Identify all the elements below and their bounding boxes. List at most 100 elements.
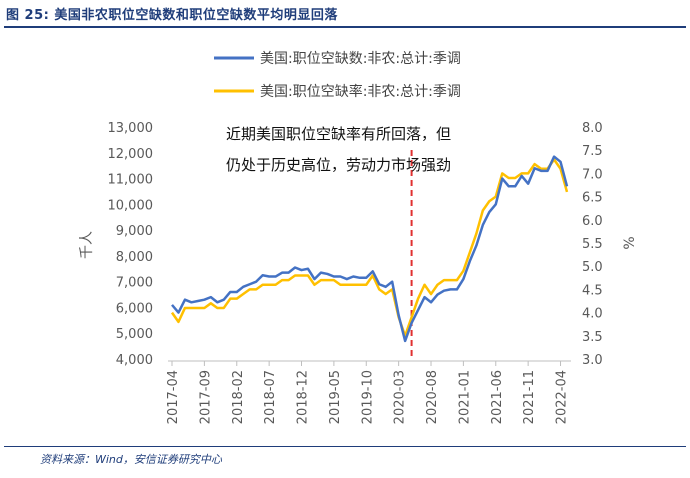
point-openings xyxy=(546,170,548,172)
title-rule xyxy=(4,26,686,28)
point-rate xyxy=(397,316,399,318)
point-rate xyxy=(475,233,477,235)
point-openings xyxy=(443,289,445,291)
x-tick-label: 2021-01 xyxy=(457,370,472,424)
point-openings xyxy=(216,301,218,303)
point-rate xyxy=(443,279,445,281)
point-openings xyxy=(566,185,568,187)
point-openings xyxy=(482,224,484,226)
series-line-rate xyxy=(170,158,569,338)
point-rate xyxy=(430,293,432,295)
point-rate xyxy=(384,293,386,295)
point-rate xyxy=(313,284,315,286)
left-axis-label: 千人 xyxy=(79,231,95,259)
x-tick-label: 2020-08 xyxy=(425,370,440,424)
point-openings xyxy=(508,185,510,187)
point-rate xyxy=(346,284,348,286)
left-tick-label: 11,000 xyxy=(108,173,154,188)
point-rate xyxy=(520,172,522,174)
point-openings xyxy=(313,278,315,280)
point-openings xyxy=(488,211,490,213)
point-rate xyxy=(372,274,374,276)
point-rate xyxy=(449,279,451,281)
point-rate xyxy=(294,274,296,276)
point-openings xyxy=(559,161,561,163)
point-rate xyxy=(190,307,192,309)
point-openings xyxy=(397,314,399,316)
point-openings xyxy=(449,288,451,290)
point-rate xyxy=(320,279,322,281)
point-rate xyxy=(249,288,251,290)
point-rate xyxy=(527,172,529,174)
point-rate xyxy=(404,335,406,337)
left-tick-label: 5,000 xyxy=(116,327,153,342)
left-tick-label: 7,000 xyxy=(116,276,153,291)
point-openings xyxy=(326,273,328,275)
point-openings xyxy=(410,322,412,324)
point-rate xyxy=(333,279,335,281)
point-rate xyxy=(559,168,561,170)
point-openings xyxy=(540,170,542,172)
point-rate xyxy=(326,279,328,281)
point-openings xyxy=(184,299,186,301)
point-rate xyxy=(261,284,263,286)
right-tick-label: 5.5 xyxy=(582,237,603,252)
legend: 美国:职位空缺数:非农:总计:季调 美国:职位空缺率:非农:总计:季调 xyxy=(214,51,461,100)
point-rate xyxy=(216,307,218,309)
point-rate xyxy=(417,297,419,299)
point-openings xyxy=(475,244,477,246)
point-openings xyxy=(430,301,432,303)
point-rate xyxy=(553,158,555,160)
left-tick-label: 13,000 xyxy=(108,121,154,136)
point-openings xyxy=(346,278,348,280)
point-openings xyxy=(287,271,289,273)
point-openings xyxy=(384,286,386,288)
point-rate xyxy=(223,307,225,309)
point-rate xyxy=(469,251,471,253)
point-rate xyxy=(242,293,244,295)
point-openings xyxy=(352,275,354,277)
x-tick-label: 2018-02 xyxy=(231,370,246,424)
point-openings xyxy=(359,277,361,279)
left-tick-label: 12,000 xyxy=(108,147,154,162)
point-rate xyxy=(268,284,270,286)
point-openings xyxy=(462,278,464,280)
point-rate xyxy=(462,270,464,272)
point-rate xyxy=(171,311,173,313)
point-openings xyxy=(391,280,393,282)
point-rate xyxy=(436,284,438,286)
point-openings xyxy=(417,309,419,311)
left-axis-ticks: 13,000 12,000 11,000 10,000 9,000 8,000 7,000 6… xyxy=(108,121,154,368)
x-tick-label: 2020-03 xyxy=(393,370,408,424)
point-openings xyxy=(255,280,257,282)
point-rate xyxy=(184,307,186,309)
point-rate xyxy=(287,279,289,281)
x-tick-label: 2017-04 xyxy=(166,370,181,424)
point-rate xyxy=(177,321,179,323)
point-openings xyxy=(423,296,425,298)
point-openings xyxy=(300,269,302,271)
point-openings xyxy=(274,275,276,277)
point-openings xyxy=(229,291,231,293)
left-tick-label: 8,000 xyxy=(116,250,153,265)
x-tick-label: 2019-10 xyxy=(360,370,375,424)
series-line-openings xyxy=(171,155,569,343)
point-openings xyxy=(372,270,374,272)
x-tick-label: 2021-11 xyxy=(522,370,537,424)
point-rate xyxy=(300,274,302,276)
point-openings xyxy=(177,311,179,313)
point-openings xyxy=(495,203,497,205)
point-rate xyxy=(255,288,257,290)
point-rate xyxy=(488,200,490,202)
left-tick-label: 4,000 xyxy=(116,353,153,368)
x-tick-label: 2018-07 xyxy=(263,370,278,424)
point-openings xyxy=(404,340,406,342)
left-tick-label: 6,000 xyxy=(116,301,153,316)
point-openings xyxy=(171,304,173,306)
right-axis-ticks: 8.0 7.5 7.0 6.5 6.0 5.5 5.0 4.5 4.0 3.5 3.0 xyxy=(582,121,603,368)
point-rate xyxy=(229,297,231,299)
point-openings xyxy=(527,183,529,185)
point-rate xyxy=(391,288,393,290)
figure-title-text: 美国非农职位空缺数和职位空缺数平均明显回落 xyxy=(54,8,338,23)
point-openings xyxy=(223,299,225,301)
